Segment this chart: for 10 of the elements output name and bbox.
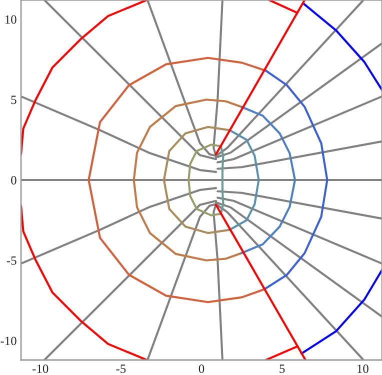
y-tick-label: 10	[5, 15, 16, 24]
y-tick-label: 0	[11, 176, 16, 184]
x-tick-label: -10	[32, 364, 48, 373]
x-tick-label: 5	[280, 364, 285, 373]
x-tick-label: 10	[358, 364, 368, 373]
y-tick-label: -5	[6, 256, 16, 265]
y-tick-label: 5	[11, 96, 16, 104]
x-tick-label: -5	[116, 364, 126, 373]
y-tick-label: -10	[0, 336, 16, 346]
x-tick-label: 0	[198, 364, 204, 373]
